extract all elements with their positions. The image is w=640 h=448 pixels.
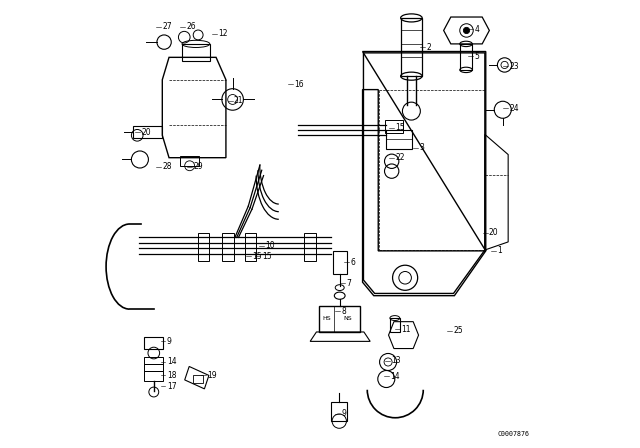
Bar <box>333 251 347 274</box>
Bar <box>182 44 210 61</box>
Text: 20: 20 <box>489 228 499 237</box>
Bar <box>305 233 316 261</box>
Text: 9: 9 <box>167 337 172 346</box>
Bar <box>387 130 412 149</box>
Text: 23: 23 <box>509 62 518 71</box>
Text: 15: 15 <box>252 252 262 261</box>
Text: 22: 22 <box>396 153 404 162</box>
Text: 17: 17 <box>167 382 177 391</box>
Text: 15: 15 <box>262 252 271 261</box>
Text: 19: 19 <box>207 371 217 380</box>
Text: 14: 14 <box>390 372 400 381</box>
Text: 10: 10 <box>266 241 275 250</box>
Text: 27: 27 <box>163 22 172 31</box>
Text: 15: 15 <box>396 123 405 132</box>
Bar <box>145 337 163 349</box>
Text: 3: 3 <box>419 143 424 152</box>
Bar <box>390 318 400 332</box>
Text: C0007876: C0007876 <box>498 431 530 437</box>
Bar <box>401 18 422 76</box>
Circle shape <box>463 27 470 34</box>
Text: NS: NS <box>344 315 352 321</box>
Bar <box>385 120 403 133</box>
Text: 24: 24 <box>509 104 518 113</box>
Bar <box>145 371 163 381</box>
Text: 13: 13 <box>392 356 401 365</box>
Text: 29: 29 <box>194 162 204 171</box>
Text: 6: 6 <box>351 258 355 267</box>
Text: 1: 1 <box>497 246 502 255</box>
Text: 5: 5 <box>475 52 479 60</box>
Text: 21: 21 <box>234 96 243 105</box>
Text: 16: 16 <box>294 80 303 89</box>
Bar <box>132 126 163 138</box>
Text: 12: 12 <box>218 29 227 38</box>
Text: 18: 18 <box>167 371 176 380</box>
Text: 26: 26 <box>186 22 196 31</box>
Bar <box>145 364 163 371</box>
Text: 20: 20 <box>141 128 151 137</box>
Bar <box>145 357 163 364</box>
Text: 2: 2 <box>427 43 431 52</box>
Text: 28: 28 <box>163 162 172 171</box>
Bar <box>198 233 209 261</box>
Text: 4: 4 <box>475 25 479 34</box>
Bar <box>193 375 203 383</box>
Text: 8: 8 <box>341 307 346 316</box>
Text: 9: 9 <box>342 409 346 418</box>
Bar <box>319 306 360 332</box>
Bar <box>331 402 348 421</box>
Bar <box>244 233 257 261</box>
Bar <box>222 233 234 261</box>
Text: 14: 14 <box>167 358 177 366</box>
Text: 7: 7 <box>346 279 351 288</box>
Text: HS: HS <box>322 315 331 321</box>
Text: 25: 25 <box>454 326 463 335</box>
Bar <box>180 156 199 166</box>
Text: 11: 11 <box>401 325 411 334</box>
Bar <box>460 44 472 70</box>
